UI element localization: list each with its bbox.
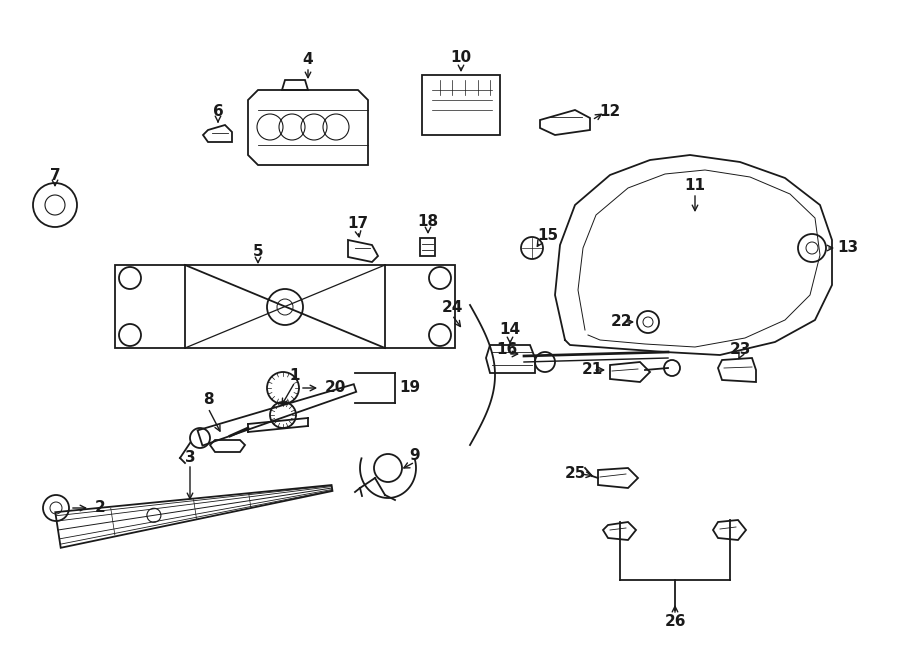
- Text: 1: 1: [290, 368, 301, 383]
- Text: 13: 13: [837, 241, 859, 256]
- Text: 23: 23: [729, 342, 751, 358]
- Text: 20: 20: [324, 381, 346, 395]
- Text: 21: 21: [581, 362, 603, 377]
- Text: 2: 2: [94, 500, 105, 516]
- Text: 24: 24: [441, 301, 463, 315]
- Text: 4: 4: [302, 52, 313, 67]
- Text: 5: 5: [253, 245, 264, 260]
- Text: 12: 12: [599, 104, 621, 120]
- Text: 16: 16: [497, 342, 518, 358]
- Text: 10: 10: [450, 50, 472, 65]
- Text: 26: 26: [664, 615, 686, 629]
- Text: 25: 25: [564, 467, 586, 481]
- Text: 18: 18: [418, 215, 438, 229]
- Text: 6: 6: [212, 104, 223, 120]
- Text: 22: 22: [610, 315, 632, 329]
- Text: 15: 15: [537, 227, 559, 243]
- Text: 8: 8: [202, 393, 213, 407]
- Text: 17: 17: [347, 217, 369, 231]
- Text: 11: 11: [685, 178, 706, 194]
- Text: 14: 14: [500, 323, 520, 338]
- Text: 7: 7: [50, 167, 60, 182]
- Text: 19: 19: [400, 381, 420, 395]
- Text: 3: 3: [184, 451, 195, 465]
- Text: 9: 9: [410, 447, 420, 463]
